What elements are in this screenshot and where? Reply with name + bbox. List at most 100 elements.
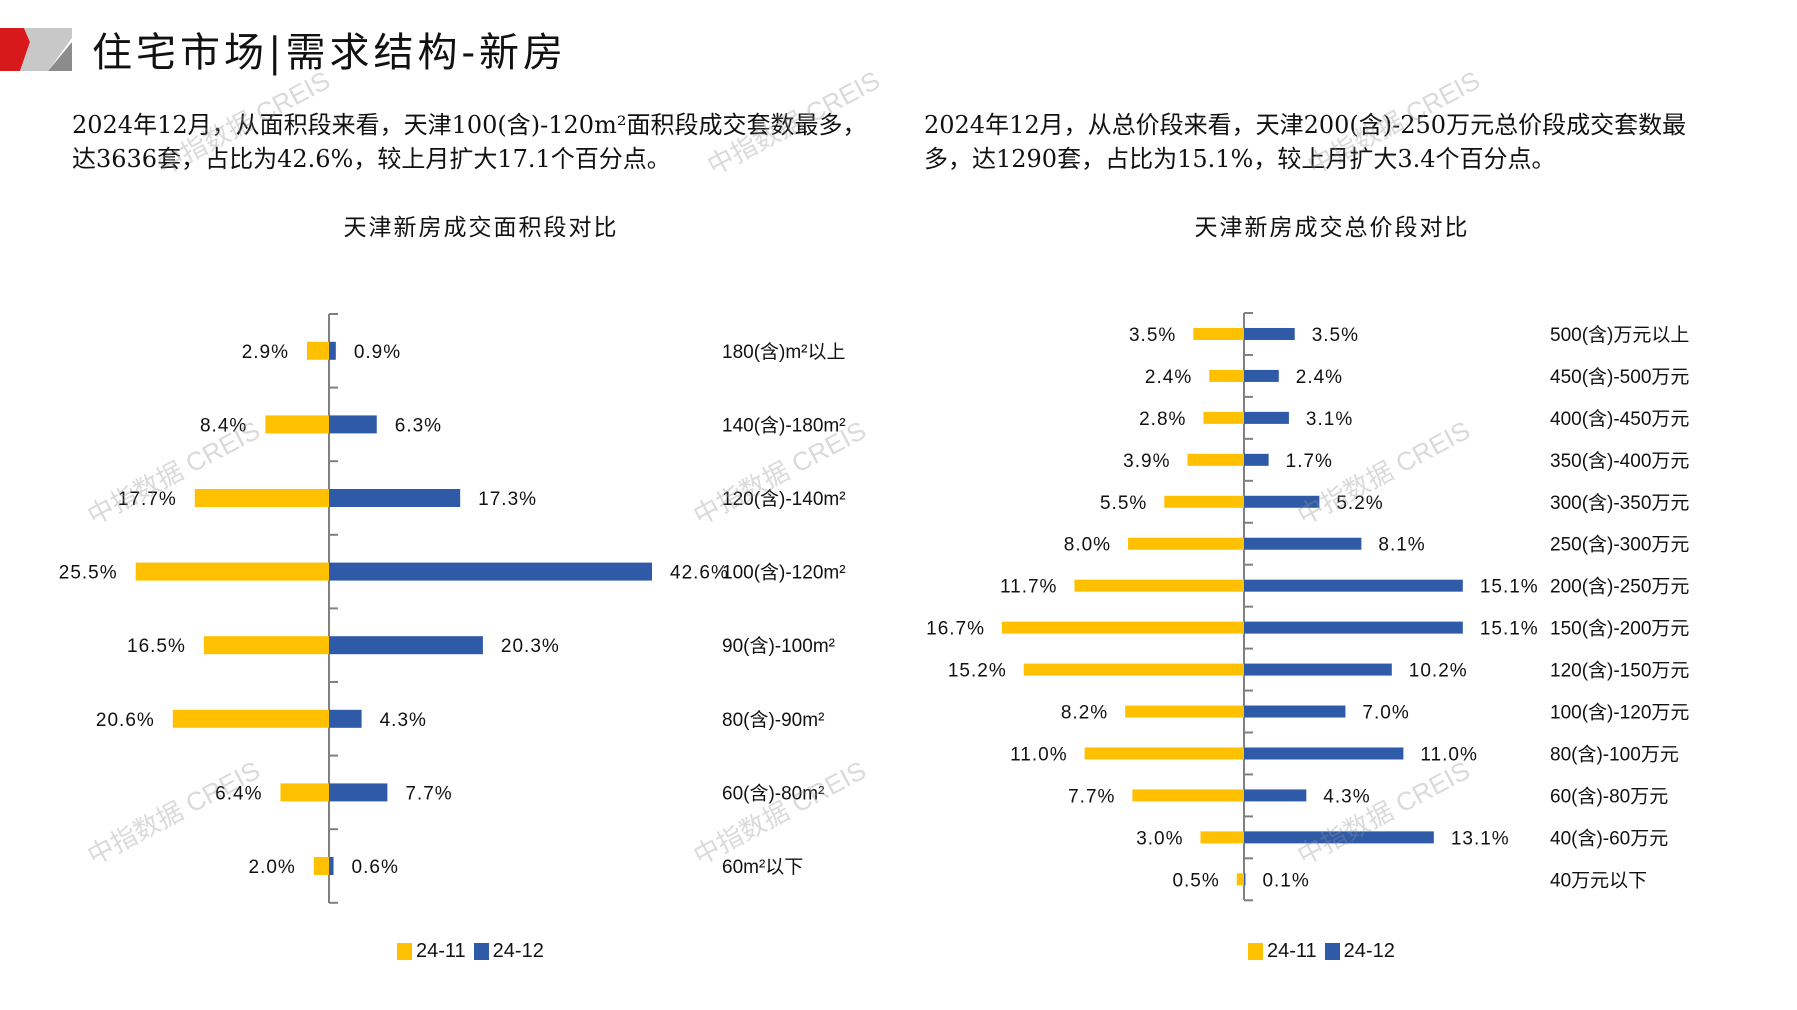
summary-area-text: 2024年12月，从面积段来看，天津100(含)-120m²面积段成交套数最多，… xyxy=(72,111,867,173)
logo-red-shape xyxy=(0,28,30,71)
bar-24-12 xyxy=(1244,873,1246,886)
legend-label-prev: 24-11 xyxy=(1267,940,1317,962)
category-label: 140(含)-180m² xyxy=(722,414,846,436)
bar-24-11 xyxy=(1236,873,1244,886)
data-label-24-11: 2.8% xyxy=(1139,409,1186,430)
bar-24-11 xyxy=(313,857,329,875)
legend-swatch-curr xyxy=(473,943,489,960)
bar-24-11 xyxy=(307,341,329,360)
data-label-24-12: 4.3% xyxy=(1323,786,1370,807)
bar-24-11 xyxy=(1128,537,1244,550)
price-segment-chart: 3.5% 3.5% 500(含)万元以上 2.4% 2.4% 450(含)-500万元 2.… xyxy=(926,312,1689,902)
data-label-24-12: 7.0% xyxy=(1362,703,1409,724)
bar-24-12 xyxy=(1244,453,1269,466)
data-label-24-12: 11.0% xyxy=(1420,744,1477,765)
data-label-24-11: 2.4% xyxy=(1145,367,1192,388)
category-label: 80(含)-100万元 xyxy=(1550,743,1679,765)
data-label-24-11: 0.5% xyxy=(1172,870,1219,891)
data-label-24-11: 16.5% xyxy=(127,636,186,657)
bar-24-12 xyxy=(329,783,388,802)
category-label: 450(含)-500万元 xyxy=(1550,366,1689,388)
chart-title-area: 天津新房成交面积段对比 xyxy=(343,215,619,241)
data-label-24-12: 0.9% xyxy=(354,342,401,363)
data-label-24-12: 17.3% xyxy=(478,489,537,510)
data-label-24-12: 4.3% xyxy=(380,710,427,731)
data-label-24-12: 6.3% xyxy=(395,415,442,436)
data-label-24-12: 8.1% xyxy=(1378,535,1425,556)
legend-item-prev: 24-11 xyxy=(1248,940,1317,963)
chart-title-price: 天津新房成交总价段对比 xyxy=(1194,215,1470,241)
bar-24-12 xyxy=(1244,537,1362,550)
bar-24-11 xyxy=(194,489,329,507)
category-label: 90(含)-100m² xyxy=(722,635,835,657)
bar-24-11 xyxy=(1200,831,1244,844)
bar-24-12 xyxy=(1244,705,1346,718)
data-label-24-11: 7.7% xyxy=(1068,786,1115,807)
data-label-24-11: 11.7% xyxy=(1000,577,1057,598)
data-label-24-11: 2.9% xyxy=(242,342,289,363)
bar-24-12 xyxy=(1244,411,1289,424)
data-label-24-11: 20.6% xyxy=(96,710,155,731)
logo-dark-shape xyxy=(48,42,72,71)
data-label-24-11: 17.7% xyxy=(118,489,177,510)
data-label-24-12: 7.7% xyxy=(405,783,452,804)
bar-24-11 xyxy=(1187,453,1244,466)
data-label-24-11: 8.0% xyxy=(1064,535,1111,556)
bar-24-12 xyxy=(329,636,483,655)
bar-24-12 xyxy=(1244,495,1320,508)
data-label-24-12: 3.5% xyxy=(1312,325,1359,346)
data-label-24-11: 3.0% xyxy=(1136,828,1183,849)
data-label-24-11: 3.5% xyxy=(1129,325,1176,346)
data-label-24-11: 2.0% xyxy=(249,857,296,878)
data-label-24-11: 8.4% xyxy=(200,415,247,436)
category-label: 350(含)-400万元 xyxy=(1550,450,1689,472)
category-label: 60m²以下 xyxy=(722,857,803,878)
bar-24-11 xyxy=(1002,621,1244,634)
category-label: 60(含)-80万元 xyxy=(1550,785,1668,807)
data-label-24-12: 42.6% xyxy=(670,563,729,584)
legend-item-curr: 24-12 xyxy=(473,940,544,963)
bar-24-12 xyxy=(1244,327,1295,340)
data-label-24-11: 16.7% xyxy=(926,619,985,640)
summary-price-text: 2024年12月，从总价段来看，天津200(含)-250万元总价段成交套数最多，… xyxy=(924,111,1687,173)
bar-24-11 xyxy=(1074,579,1244,592)
legend-swatch-prev xyxy=(397,943,412,960)
data-label-24-12: 13.1% xyxy=(1451,828,1510,849)
category-label: 180(含)m²以上 xyxy=(722,341,846,363)
data-label-24-11: 11.0% xyxy=(1010,744,1067,765)
bar-24-11 xyxy=(1125,705,1244,718)
logo-light-shape xyxy=(20,28,72,71)
bar-24-12 xyxy=(1244,747,1404,760)
bar-24-11 xyxy=(1132,789,1244,802)
bar-24-12 xyxy=(329,415,377,434)
bar-24-11 xyxy=(1023,663,1244,676)
legend-label-curr: 24-12 xyxy=(1343,940,1395,962)
legend-swatch-curr xyxy=(1324,943,1340,960)
category-label: 500(含)万元以上 xyxy=(1550,324,1689,346)
page-title: 住宅市场|需求结构-新房 xyxy=(92,30,567,76)
category-label: 150(含)-200万元 xyxy=(1550,618,1689,640)
data-label-24-11: 6.4% xyxy=(215,783,262,804)
bar-24-11 xyxy=(203,636,329,655)
category-label: 400(含)-450万元 xyxy=(1550,408,1689,430)
data-label-24-12: 1.7% xyxy=(1286,451,1333,472)
category-label: 100(含)-120m² xyxy=(722,562,846,584)
bar-24-11 xyxy=(135,562,329,581)
bar-24-11 xyxy=(280,783,329,802)
bar-24-11 xyxy=(172,709,329,728)
brand-logo xyxy=(0,28,72,71)
data-label-24-12: 15.1% xyxy=(1480,619,1539,640)
category-label: 250(含)-300万元 xyxy=(1550,534,1689,556)
bar-24-12 xyxy=(1244,621,1463,634)
data-label-24-12: 20.3% xyxy=(501,636,560,657)
bar-24-11 xyxy=(1193,327,1244,340)
bar-24-12 xyxy=(329,341,336,360)
data-label-24-11: 15.2% xyxy=(948,661,1007,682)
category-label: 120(含)-150万元 xyxy=(1550,660,1689,682)
data-label-24-12: 10.2% xyxy=(1409,661,1468,682)
bar-24-12 xyxy=(329,709,362,728)
category-label: 40万元以下 xyxy=(1550,870,1647,891)
area-segment-chart: 2.9% 0.9% 180(含)m²以上 8.4% 6.3% 140(含)-180m² 17… xyxy=(59,313,846,904)
bar-24-12 xyxy=(1244,579,1463,592)
